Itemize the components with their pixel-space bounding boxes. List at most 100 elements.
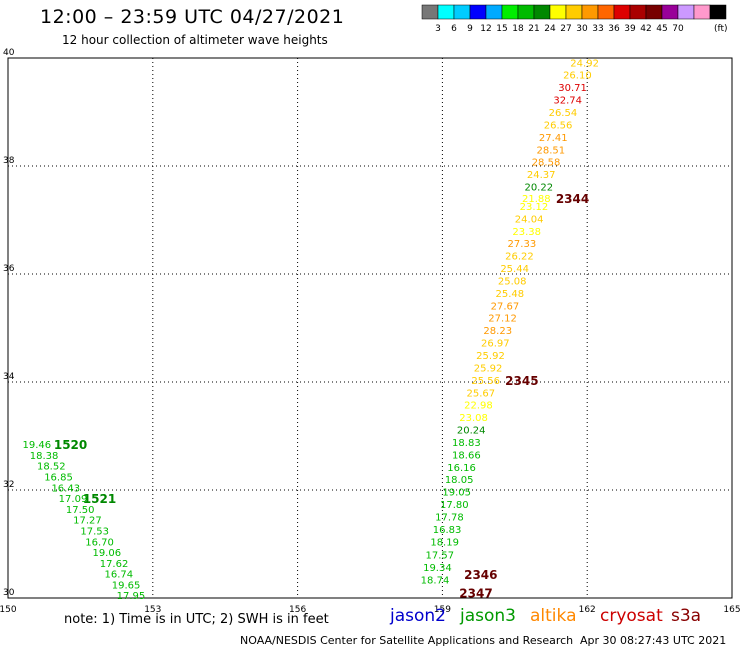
- wave-height-label: 27.33: [508, 239, 537, 250]
- x-tick-label: 165: [723, 605, 740, 615]
- wave-height-label: 16.83: [433, 525, 462, 536]
- colorbar-label: 27: [560, 24, 571, 34]
- y-tick-label: 38: [3, 156, 15, 166]
- wave-height-label: 18.38: [30, 451, 59, 462]
- wave-height-label: 19.65: [112, 581, 141, 592]
- wave-height-label: 16.16: [447, 463, 476, 474]
- wave-height-label: 23.08: [459, 413, 488, 424]
- colorbar-swatch: [597, 4, 615, 20]
- colorbar-label: 12: [480, 24, 491, 34]
- y-tick-label: 30: [3, 588, 15, 598]
- wave-height-label: 18.05: [445, 475, 474, 486]
- wave-height-label: 32.74: [553, 96, 582, 107]
- wave-height-label: 25.44: [500, 264, 529, 275]
- wave-height-label: 26.10: [563, 71, 592, 82]
- wave-height-label: 28.23: [483, 326, 512, 337]
- colorbar-label: 45: [656, 24, 667, 34]
- colorbar-label: 15: [496, 24, 507, 34]
- wave-height-label: 20.24: [457, 426, 486, 437]
- colorbar-swatch: [661, 4, 679, 20]
- colorbar-label: 18: [512, 24, 524, 34]
- wave-height-label: 17.78: [435, 512, 464, 523]
- colorbar-swatch: [469, 4, 487, 20]
- pass-time-label: 1520: [54, 438, 87, 452]
- pass-time-label: 2347: [459, 587, 492, 601]
- colorbar-swatch: [437, 4, 455, 20]
- y-tick-label: 36: [3, 264, 15, 274]
- x-tick-label: 162: [579, 605, 596, 615]
- colorbar-swatch: [693, 4, 711, 20]
- legend-altika: altika: [530, 606, 577, 626]
- wave-height-label: 26.56: [544, 120, 573, 131]
- wave-height-label: 18.66: [452, 450, 481, 461]
- wave-height-label: 25.56: [471, 376, 500, 387]
- wave-height-label: 18.74: [421, 576, 450, 587]
- wave-height-label: 18.83: [452, 438, 481, 449]
- legend-s3a: s3a: [671, 606, 702, 626]
- colorbar-label: 24: [544, 24, 556, 34]
- wave-height-label: 26.22: [505, 252, 534, 263]
- footer-note: note: 1) Time is in UTC; 2) SWH is in fe…: [64, 612, 329, 627]
- wave-height-label: 28.51: [537, 145, 566, 156]
- colorbar-swatch: [613, 4, 631, 20]
- wave-height-label: 18.19: [430, 537, 459, 548]
- wave-height-label: 25.92: [476, 351, 505, 362]
- wave-height-label: 19.06: [92, 548, 121, 559]
- wave-height-label: 17.09: [59, 494, 88, 505]
- wave-height-label: 26.54: [549, 108, 578, 119]
- wave-height-label: 25.67: [467, 388, 496, 399]
- wave-height-label: 17.62: [100, 559, 129, 570]
- wave-height-label: 19.34: [423, 563, 452, 574]
- legend-jason3: jason3: [460, 606, 516, 626]
- wave-height-label: 16.43: [51, 483, 80, 494]
- wave-height-label: 25.92: [474, 363, 503, 374]
- wave-height-label: 28.58: [532, 158, 561, 169]
- chart-subtitle: 12 hour collection of altimeter wave hei…: [62, 33, 328, 47]
- pass-time-label: 2345: [505, 374, 538, 388]
- y-tick-label: 32: [3, 480, 14, 490]
- x-tick-label: 159: [434, 605, 451, 615]
- colorbar-label: 30: [576, 24, 588, 34]
- wave-height-label: 23.38: [512, 227, 541, 238]
- y-tick-label: 34: [3, 372, 15, 382]
- colorbar-swatch: [501, 4, 519, 20]
- colorbar-swatch: [677, 4, 695, 20]
- pass-time-label: 2344: [556, 192, 589, 206]
- wave-height-label: 16.85: [44, 473, 73, 484]
- wave-height-label: 18.52: [37, 462, 66, 473]
- colorbar-label: 6: [451, 24, 457, 34]
- colorbar-label: 9: [467, 24, 473, 34]
- colorbar-label: 39: [624, 24, 636, 34]
- chart-title: 12:00 – 23:59 UTC 04/27/2021: [40, 6, 345, 28]
- x-tick-label: 153: [144, 605, 161, 615]
- wave-height-label: 17.53: [80, 527, 109, 538]
- colorbar-swatch: [709, 4, 727, 20]
- legend-cryosat: cryosat: [600, 606, 663, 626]
- colorbar-swatch: [581, 4, 599, 20]
- colorbar-label: 21: [528, 24, 539, 34]
- colorbar-label: 33: [592, 24, 603, 34]
- wave-height-label: 25.08: [498, 276, 527, 287]
- pass-time-label: 2346: [464, 568, 497, 582]
- wave-height-label: 17.95: [117, 591, 146, 602]
- wave-height-label: 26.97: [481, 339, 510, 350]
- footer-timestamp: Apr 30 08:27:43 UTC 2021: [580, 634, 727, 647]
- wave-height-label: 17.50: [66, 505, 95, 516]
- colorbar-swatch: [517, 4, 535, 20]
- wave-height-label: 16.74: [105, 570, 134, 581]
- wave-height-label: 27.41: [539, 133, 568, 144]
- wave-height-label: 22.98: [464, 401, 493, 412]
- legend-jason2: jason2: [390, 606, 446, 626]
- y-tick-label: 40: [3, 48, 15, 58]
- wave-height-label: 17.57: [426, 550, 455, 561]
- colorbar-label: 36: [608, 24, 620, 34]
- wave-height-label: 30.71: [558, 83, 587, 94]
- colorbar-swatch: [421, 4, 439, 20]
- colorbar-label: 3: [435, 24, 441, 34]
- wave-height-label: 21.88: [522, 194, 551, 205]
- wave-height-label: 16.70: [85, 537, 114, 548]
- colorbar-label: 70: [672, 24, 684, 34]
- x-tick-label: 150: [0, 605, 17, 615]
- wave-height-label: 17.80: [440, 500, 469, 511]
